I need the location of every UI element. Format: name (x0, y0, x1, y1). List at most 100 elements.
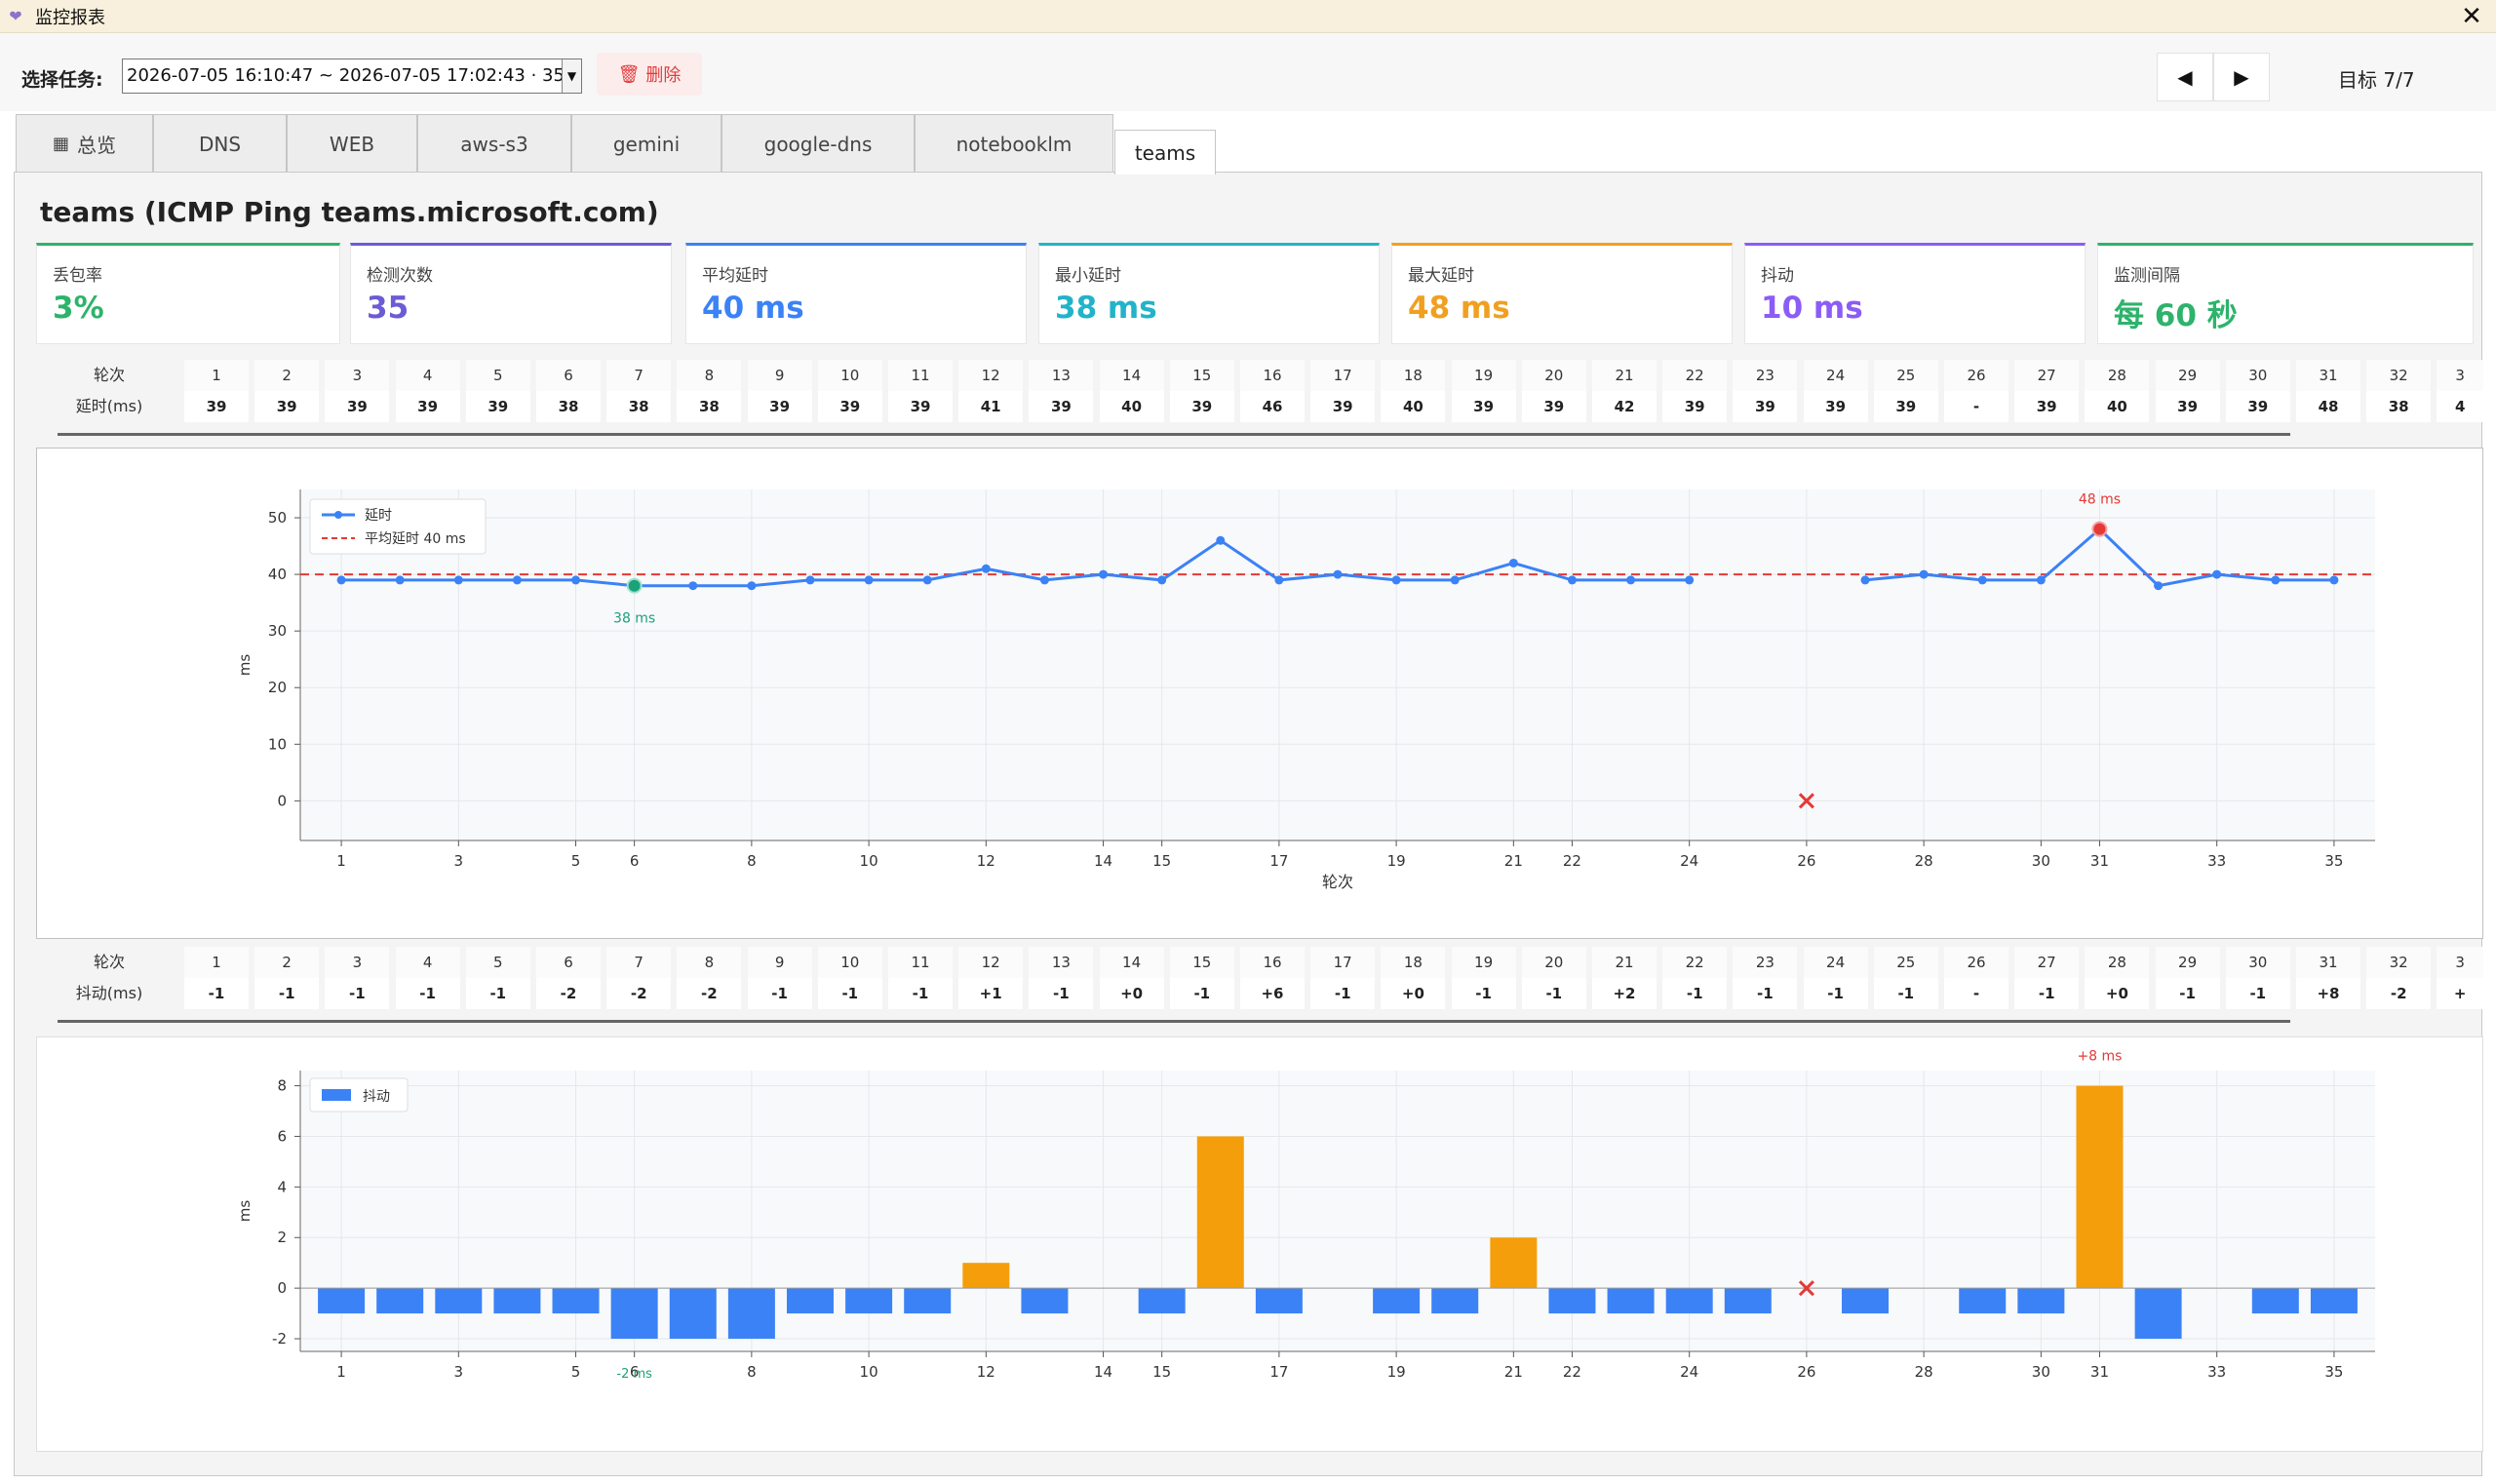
round-number: 29 (2155, 360, 2220, 391)
latency-point (1626, 575, 1636, 585)
x-tick-label: 3 (454, 852, 464, 870)
latency-point (1216, 535, 1226, 545)
task-label: 选择任务: (21, 69, 103, 91)
x-tick-label: 30 (2032, 852, 2050, 870)
latency-point (1157, 575, 1167, 585)
latency-series-line (341, 538, 1690, 588)
latency-point (395, 575, 405, 585)
x-tick-label: 5 (571, 1363, 581, 1381)
jitter-bar (727, 1288, 775, 1340)
tab-dns[interactable]: DNS (153, 114, 287, 173)
latency-label: 延时(ms) (75, 397, 143, 415)
min-point-marker (626, 577, 643, 594)
round-value: -1 (817, 978, 882, 1009)
round-value: 39 (1310, 391, 1376, 422)
round-value: 39 (747, 391, 812, 422)
round-value: -1 (325, 978, 390, 1009)
tab-web[interactable]: WEB (287, 114, 417, 173)
jitter-bar (2251, 1288, 2299, 1314)
latency-point (1919, 569, 1929, 579)
tab-label: DNS (198, 132, 242, 156)
round-number: 29 (2155, 947, 2220, 978)
target-panel: teams (ICMP Ping teams.microsoft.com) 丢包… (14, 172, 2483, 1476)
x-tick-label: 21 (1504, 1363, 1523, 1381)
round-value: +6 (1240, 978, 1305, 1009)
x-tick-label: 14 (1094, 1363, 1112, 1381)
round-number: 28 (2085, 360, 2150, 391)
legend-jitter-swatch (322, 1089, 351, 1101)
stat-card-label: 监测间隔 (2114, 266, 2180, 286)
latency-point (864, 575, 874, 585)
title-bar: ❤ 监控报表 ✕ (0, 0, 2496, 33)
round-value: -1 (2014, 978, 2080, 1009)
x-tick-label: 24 (1680, 852, 1698, 870)
x-tick-label: 12 (977, 1363, 995, 1381)
latency-point (1977, 575, 1987, 585)
round-number: 32 (2366, 947, 2432, 978)
round-value: 38 (677, 391, 742, 422)
latency-point (1685, 575, 1695, 585)
round-number: 1 (184, 360, 249, 391)
latency-point (336, 575, 346, 585)
max-jitter-annotation: +8 ms (2077, 1049, 2122, 1065)
latency-point (747, 581, 757, 591)
round-number: 12 (958, 947, 1024, 978)
jitter-bar (1665, 1288, 1713, 1314)
x-tick-label: 10 (860, 852, 878, 870)
latency-table: 轮次 1 2 3 4 5 6 7 8 9 10 11 12 13 14 15 16 17 18 19 20 21 22 23 2… (36, 360, 2483, 424)
legend-jitter-label: 抖动 (363, 1089, 390, 1105)
latency-table-scrollbar[interactable] (58, 433, 2290, 436)
round-value: 41 (958, 391, 1024, 422)
jitter-bar (1138, 1288, 1186, 1314)
prev-button[interactable]: ◀ (2157, 53, 2213, 101)
round-number: 3 (325, 947, 390, 978)
jitter-table-scrollbar[interactable] (58, 1020, 2290, 1023)
round-value: + (2437, 978, 2483, 1009)
chevron-down-icon[interactable]: ▼ (562, 59, 581, 93)
jitter-bar (1196, 1136, 1244, 1289)
next-button[interactable]: ▶ (2213, 53, 2270, 101)
round-value: 39 (2014, 391, 2080, 422)
latency-point (1039, 575, 1049, 585)
jitter-bar (904, 1288, 952, 1314)
task-select[interactable]: 2026-07-05 16:10:47 ~ 2026-07-05 17:02:4… (122, 59, 582, 94)
stat-card-value: 40 ms (702, 291, 804, 326)
tab-google-dns[interactable]: google-dns (722, 114, 915, 173)
latency-point (1333, 569, 1343, 579)
delete-button[interactable]: 🗑 删除 (597, 53, 702, 96)
tab-overview[interactable]: ▦ 总览 (16, 114, 153, 173)
tab-gemini[interactable]: gemini (571, 114, 722, 173)
round-value: 39 (184, 391, 249, 422)
round-number: 13 (1029, 360, 1094, 391)
trash-icon: 🗑 (617, 63, 641, 85)
round-number: 22 (1662, 360, 1728, 391)
x-tick-label: 6 (630, 1363, 640, 1381)
round-number: 24 (1803, 360, 1868, 391)
round-value: -2 (2366, 978, 2432, 1009)
round-number: 14 (1099, 947, 1164, 978)
y-tick-label: -2 (272, 1330, 287, 1347)
jitter-bar (2134, 1288, 2182, 1340)
x-tick-label: 15 (1152, 852, 1171, 870)
jitter-bar (552, 1288, 600, 1314)
round-value: 39 (1803, 391, 1868, 422)
y-tick-label: 6 (277, 1127, 287, 1145)
report-app-icon: ❤ (9, 7, 22, 25)
tab-aws-s3[interactable]: aws-s3 (417, 114, 571, 173)
latency-point (2271, 575, 2281, 585)
chart-legend: 抖动 (309, 1077, 409, 1113)
x-tick-label: 6 (630, 852, 640, 870)
close-icon[interactable]: ✕ (2461, 2, 2482, 31)
round-number: 5 (465, 947, 530, 978)
round-number: 10 (817, 360, 882, 391)
tab-notebooklm[interactable]: notebooklm (915, 114, 1113, 173)
round-value: 39 (325, 391, 390, 422)
round-number: 7 (606, 360, 672, 391)
jitter-bar (2310, 1288, 2358, 1314)
stat-card: 平均延时 40 ms (685, 243, 1027, 344)
tab-teams[interactable]: teams (1114, 130, 1216, 175)
y-tick-label: 2 (277, 1229, 287, 1246)
round-number: 32 (2366, 360, 2432, 391)
